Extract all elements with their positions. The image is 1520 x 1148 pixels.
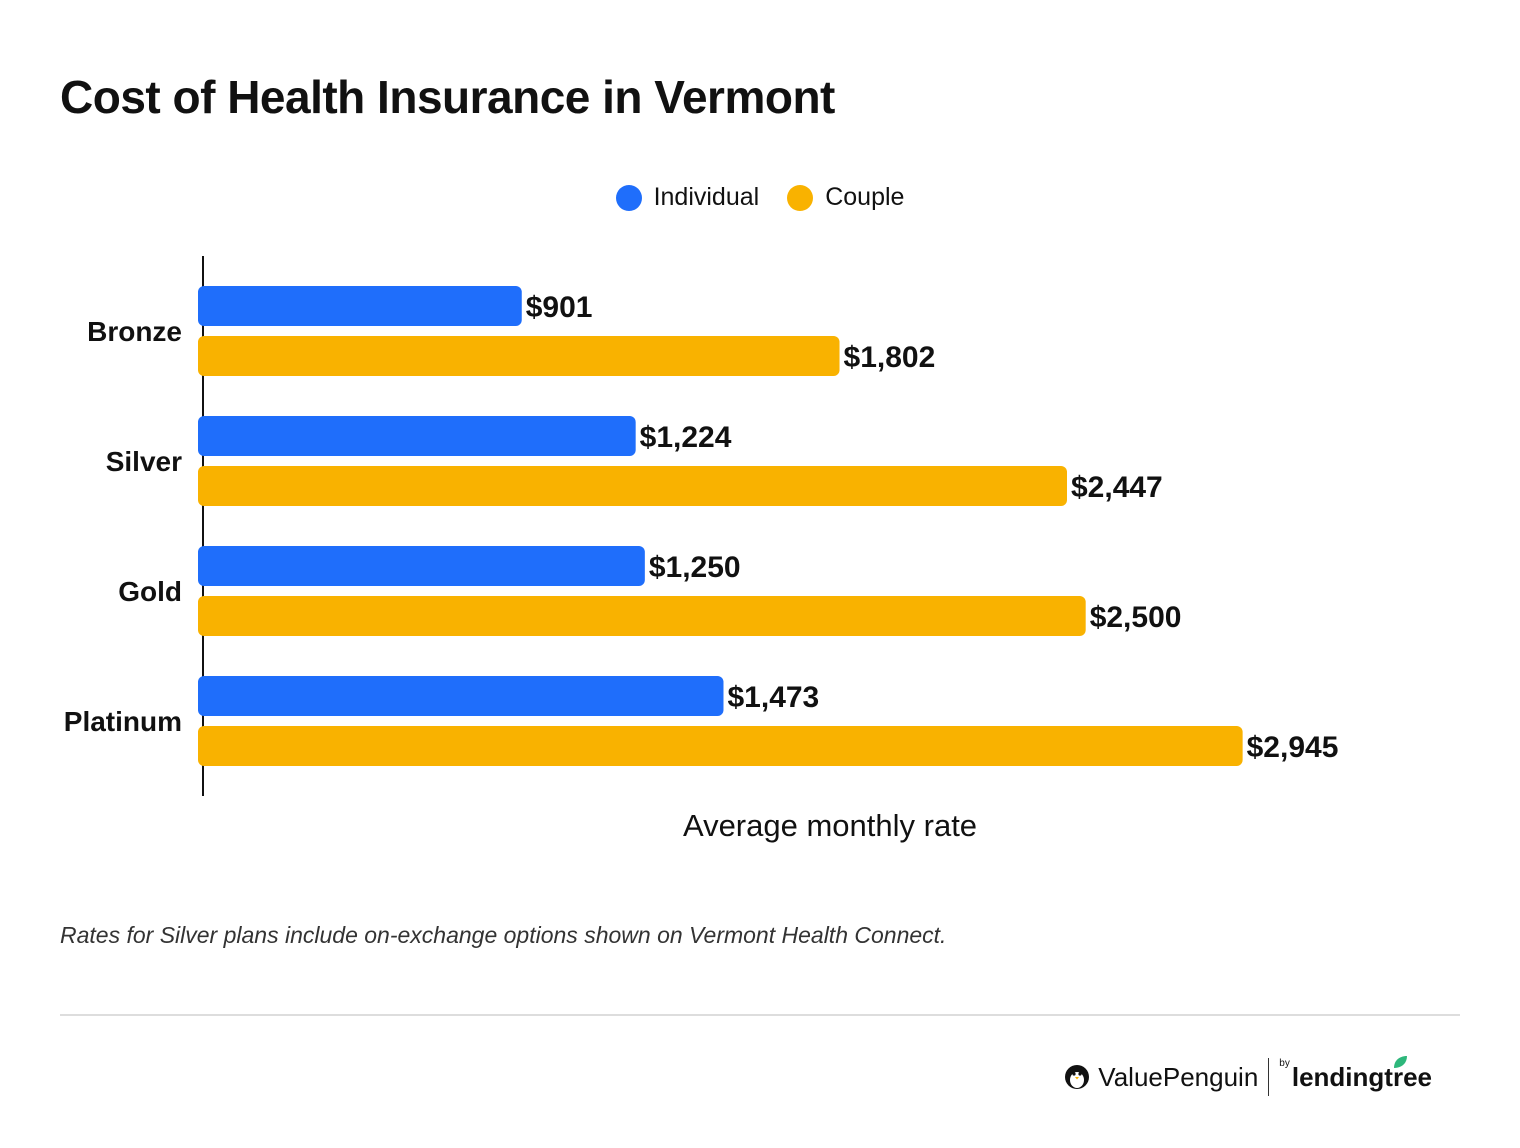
legend-dot-individual [615, 184, 642, 211]
leaf-icon [1393, 1055, 1407, 1068]
category-label-bronze: Bronze [87, 316, 182, 347]
legend-dot-couple [787, 184, 814, 211]
category-label-gold: Gold [118, 576, 182, 607]
bar-base-gold-individual [204, 546, 212, 586]
data-label-gold-individual: $1,250 [649, 551, 741, 584]
bar-bronze-individual [198, 286, 522, 326]
brand-separator [1268, 1058, 1270, 1096]
legend-label-individual: Individual [653, 183, 760, 211]
bar-platinum-couple [198, 726, 1243, 766]
legend-item-couple: Couple [787, 183, 904, 212]
bar-silver-individual [198, 416, 636, 456]
data-label-silver-couple: $2,447 [1071, 471, 1163, 504]
data-label-platinum-couple: $2,945 [1247, 731, 1339, 764]
legend-label-couple: Couple [825, 183, 905, 211]
bar-base-silver-couple [204, 466, 212, 506]
bar-chart: Bronze $901 $1,802 Silver $1,224 $2,447 Gold $1… [64, 256, 1339, 796]
bar-platinum-individual [198, 676, 724, 716]
bar-base-platinum-individual [204, 676, 212, 716]
x-axis-label: Average monthly rate [682, 808, 978, 843]
data-label-bronze-individual: $901 [526, 291, 593, 324]
footnote: Rates for Silver plans include on-exchan… [60, 922, 947, 948]
divider [60, 1014, 1460, 1016]
bar-base-platinum-couple [204, 726, 212, 766]
brand-logo: ValuePenguin by lendingtree [1064, 1055, 1432, 1096]
bar-base-silver-individual [204, 416, 212, 456]
bar-gold-individual [198, 546, 645, 586]
legend-item-individual: Individual [615, 183, 760, 212]
brand-partner-label: lendingtree [1291, 1061, 1432, 1092]
brand-by: by [1279, 1057, 1290, 1069]
bar-bronze-couple [198, 336, 840, 376]
bar-base-bronze-individual [204, 286, 212, 326]
data-label-silver-individual: $1,224 [640, 421, 732, 454]
brand-partner: lendingtree [1291, 1055, 1432, 1093]
brand-name: ValuePenguin [1098, 1061, 1259, 1092]
data-label-platinum-individual: $1,473 [727, 681, 819, 714]
data-label-bronze-couple: $1,802 [844, 341, 936, 374]
category-label-platinum: Platinum [64, 706, 182, 737]
data-label-gold-couple: $2,500 [1090, 601, 1182, 634]
bar-base-bronze-couple [204, 336, 212, 376]
chart-title: Cost of Health Insurance in Vermont [60, 71, 835, 123]
bar-gold-couple [198, 596, 1086, 636]
legend: Individual Couple [0, 183, 1520, 212]
bar-base-gold-couple [204, 596, 212, 636]
penguin-icon [1065, 1065, 1090, 1089]
category-label-silver: Silver [106, 446, 182, 477]
bar-silver-couple [198, 466, 1067, 506]
